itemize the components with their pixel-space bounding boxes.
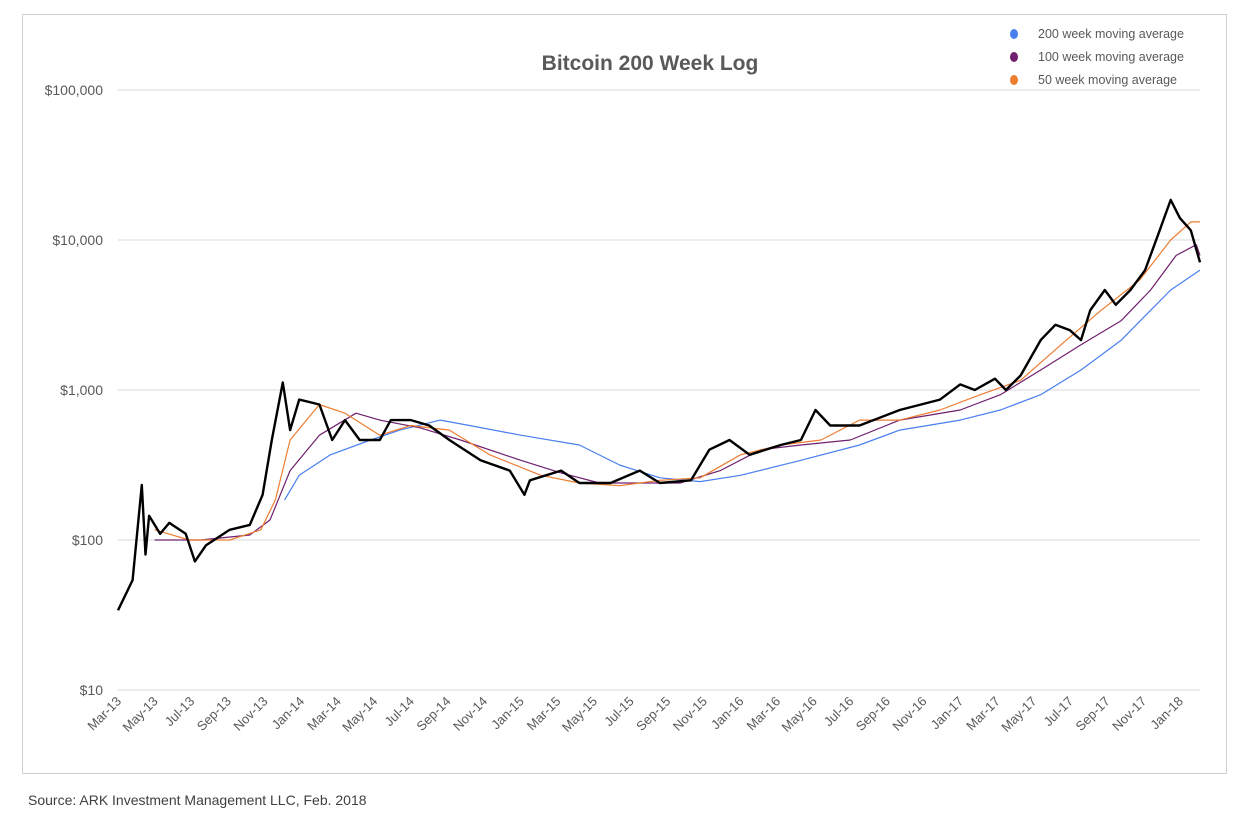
x-tick-label: Mar-14 [304,694,344,734]
x-tick-label: Jan-17 [928,694,967,733]
x-tick-label: Sep-17 [1073,694,1113,734]
x-tick-label: Mar-16 [743,694,783,734]
x-tick-label: Nov-13 [230,694,270,734]
chart-frame [22,14,1227,774]
legend-label: 100 week moving average [1038,49,1184,64]
x-tick-label: May-13 [119,694,160,735]
legend-marker [1010,51,1018,62]
series-bitcoin-price [116,198,1202,611]
x-tick-label: Jul-15 [601,694,637,730]
y-tick-label: $100 [72,532,103,548]
x-tick-label: Jan-18 [1147,694,1186,733]
chart-title: Bitcoin 200 Week Log [541,52,759,75]
x-tick-label: May-14 [339,694,380,735]
x-tick-label: Nov-15 [670,694,710,734]
legend-item-200wk: 200 week moving average [1010,22,1184,45]
x-tick-label: Sep-16 [853,694,893,734]
legend: 200 week moving average 100 week moving … [1010,22,1184,91]
y-tick-label: $100,000 [45,82,104,98]
x-tick-label: Jan-14 [268,694,307,733]
legend-label: 50 week moving average [1038,72,1177,87]
legend-label: 200 week moving average [1038,26,1184,41]
x-tick-label: Jul-14 [381,694,417,730]
series-200-week-ma [284,269,1201,501]
x-tick-label: Nov-17 [1109,694,1149,734]
y-tick-label: $10,000 [52,232,103,248]
x-tick-label: Mar-13 [84,694,124,734]
x-tick-label: Nov-16 [889,694,929,734]
x-tick-label: Jul-16 [821,694,857,730]
series-100-week-ma [154,244,1201,541]
x-tick-label: Jan-15 [488,694,527,733]
series-50-week-ma [154,221,1200,541]
source-note: Source: ARK Investment Management LLC, F… [28,792,367,808]
x-tick-label: May-15 [559,694,600,735]
x-tick-label: Sep-14 [413,694,453,734]
legend-marker [1010,28,1018,39]
x-tick-label: Sep-13 [194,694,234,734]
x-tick-label: Sep-15 [633,694,673,734]
x-tick-label: May-16 [779,694,820,735]
legend-item-50wk: 50 week moving average [1010,68,1184,91]
x-tick-label: Jan-16 [708,694,747,733]
y-tick-label: $10 [80,682,104,698]
x-tick-label: Mar-15 [524,694,564,734]
x-tick-label: Mar-17 [963,694,1003,734]
x-tick-label: May-17 [998,694,1039,735]
x-tick-label: Nov-14 [450,694,490,734]
legend-item-100wk: 100 week moving average [1010,45,1184,68]
x-tick-label: Jul-13 [162,694,198,730]
legend-marker [1010,74,1018,85]
x-tick-label: Jul-17 [1040,694,1076,730]
y-tick-label: $1,000 [60,382,103,398]
